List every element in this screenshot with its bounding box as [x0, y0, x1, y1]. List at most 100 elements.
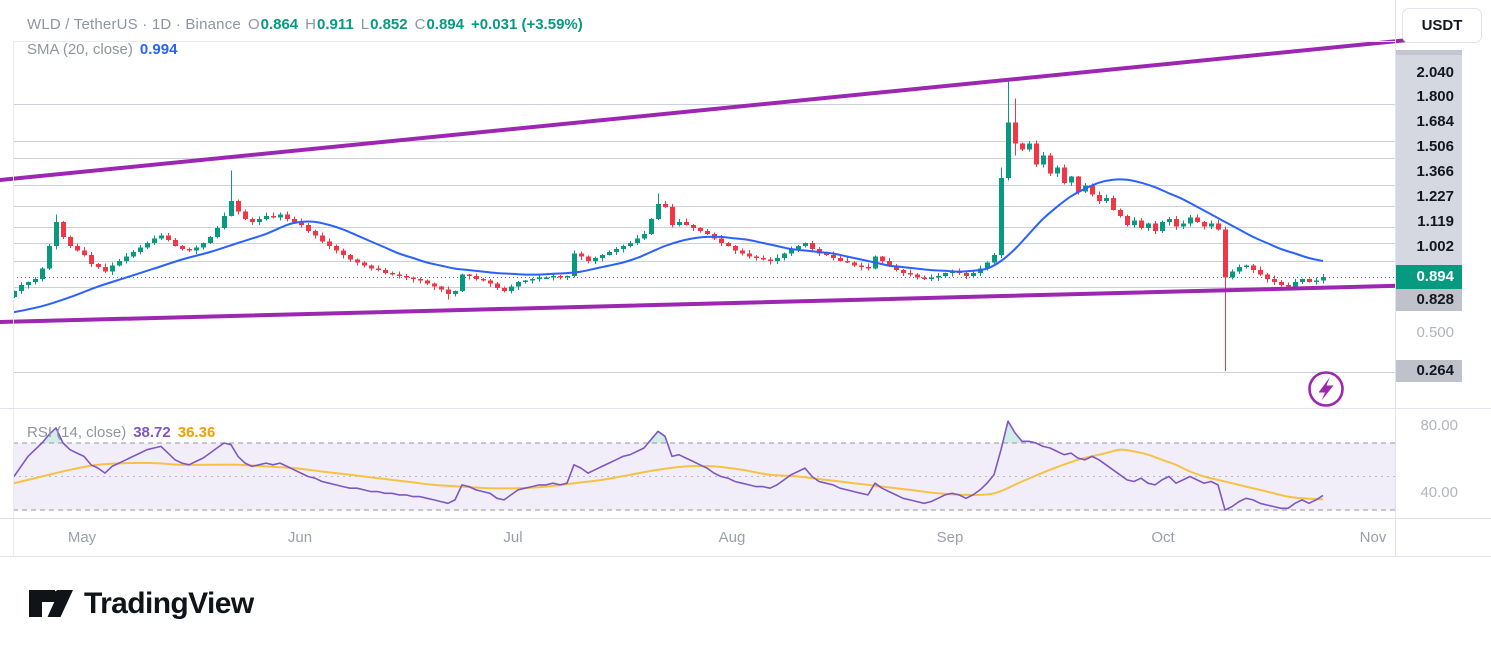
trendline-lower-channel [0, 283, 1430, 324]
candle-up [54, 221, 59, 246]
candle-down [96, 264, 101, 267]
candle-up [614, 249, 619, 252]
candle-down [1286, 285, 1291, 287]
candle-down [726, 243, 731, 246]
candle-up [278, 214, 283, 218]
candle-down [915, 274, 920, 278]
candle-down [285, 214, 290, 219]
candle-down [1307, 279, 1312, 283]
candle-up [775, 258, 780, 261]
candle-down [894, 265, 899, 271]
candle-up [537, 277, 542, 280]
candle-up [593, 258, 598, 261]
candle-down [348, 255, 353, 260]
sma-label: SMA (20, close) [27, 41, 133, 58]
candle-down [236, 200, 241, 212]
candle-up [656, 203, 661, 219]
candle-down [1202, 221, 1207, 227]
candle-up [1181, 223, 1186, 227]
rsi-legend[interactable]: RSI (14, close) 38.72 36.36 [27, 424, 215, 441]
candle-up [19, 285, 24, 292]
sma-legend[interactable]: SMA (20, close) 0.994 [27, 41, 177, 58]
candle-down [411, 277, 416, 280]
candle-up [600, 255, 605, 258]
rsi-line [13, 420, 1324, 511]
candle-down [586, 256, 591, 261]
overbought-area [648, 431, 668, 443]
candle-down [1279, 282, 1284, 286]
candle-down [1251, 265, 1256, 271]
rsi-value: 38.72 [133, 424, 171, 441]
candle-up [215, 227, 220, 237]
overbought-area [42, 427, 63, 443]
candle-down [558, 276, 563, 278]
candle-up [257, 218, 262, 222]
candle-down [901, 270, 906, 274]
candle-down [425, 280, 430, 284]
ohlc-legend[interactable]: WLD / TetherUS · 1D · Binance O 0.864 H 0.… [27, 16, 583, 33]
time-axis-label: Aug [718, 529, 746, 546]
tradingview-logo-text: TradingView [84, 587, 254, 620]
change-value: +0.031 (+3.59%) [471, 16, 583, 33]
candle-up [1160, 221, 1165, 231]
candle-up [565, 276, 570, 278]
candle-up [649, 218, 654, 234]
candle-up [110, 265, 115, 272]
candle-up [628, 243, 633, 246]
price-scale-label: 0.264 [1396, 360, 1462, 382]
rsi-scale-label: 80.00 [1420, 417, 1458, 435]
level-lines [13, 104, 1395, 373]
candle-up [1055, 167, 1060, 174]
candle-up [950, 271, 955, 274]
price-scale-stack-cap [1396, 50, 1462, 55]
candle-down [327, 241, 332, 246]
candle-up [1132, 220, 1137, 225]
candle-down [1090, 185, 1095, 195]
time-axis-label: Jul [503, 529, 523, 546]
candle-down [1272, 279, 1277, 283]
time-axis[interactable]: May Jun Jul Aug Sep Oct Nov [0, 518, 1395, 556]
candle-up [264, 215, 269, 219]
candle-down [964, 273, 969, 277]
price-scale-label: 0.500 [1416, 324, 1454, 341]
candle-up [789, 249, 794, 254]
candle-up [145, 243, 150, 248]
candle-down [838, 258, 843, 261]
candle-down [341, 250, 346, 255]
candle-up [971, 273, 976, 277]
candle-up [222, 215, 227, 228]
candle-up [131, 252, 136, 257]
currency-toggle-button[interactable]: USDT [1402, 8, 1482, 43]
candle-down [404, 276, 409, 278]
candle-down [831, 255, 836, 258]
candle-up [999, 178, 1004, 255]
candle-down [166, 235, 171, 240]
candle-up [516, 282, 521, 287]
price-scale-label: 1.366 [1416, 163, 1454, 180]
chart-canvas[interactable] [0, 0, 1491, 560]
candle-down [502, 288, 507, 292]
candle-down [495, 283, 500, 289]
candle-down [1195, 217, 1200, 222]
candle-down [1034, 143, 1039, 165]
tradingview-logo[interactable]: TradingView [28, 584, 254, 624]
candle-down [922, 277, 927, 280]
candle-up [453, 291, 458, 295]
candle-up [530, 279, 535, 281]
price-scale-label: 1.800 [1416, 88, 1454, 105]
candle-down [439, 286, 444, 290]
candle-down [691, 224, 696, 228]
lightning-icon[interactable] [1308, 371, 1344, 407]
candle-up [929, 277, 934, 280]
candle-down [845, 261, 850, 263]
candle-up [1146, 223, 1151, 228]
price-scale[interactable]: USDT 2.040 1.800 1.684 1.506 1.366 1.227 1.119… [1396, 0, 1491, 556]
candle-up [1167, 218, 1172, 222]
candle-down [761, 258, 766, 260]
rsi-scale-label: 40.00 [1420, 484, 1458, 502]
candle-up [509, 286, 514, 292]
price-scale-label: 1.002 [1416, 238, 1454, 255]
trendline-upper-channel [0, 36, 1430, 182]
rsi-ma-value: 36.36 [177, 424, 216, 441]
candle-up [13, 291, 17, 298]
